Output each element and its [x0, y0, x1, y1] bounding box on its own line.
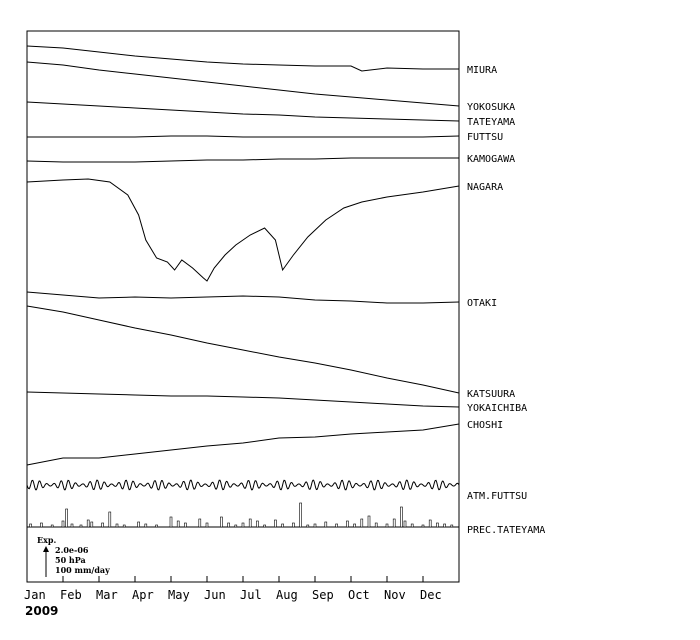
precip-bar — [79, 524, 83, 528]
trace-yokaichiba — [26, 391, 460, 408]
label-otaki: OTAKI — [467, 298, 497, 309]
label-miura: MIURA — [467, 65, 497, 76]
year-label: 2009 — [25, 604, 58, 618]
precip-bar — [241, 522, 245, 528]
precip-bar — [306, 524, 310, 528]
precip-bar — [198, 518, 202, 528]
precip-bar — [29, 523, 32, 528]
precip-bar — [400, 506, 403, 528]
precip-bar — [122, 524, 126, 528]
precip-bar — [101, 522, 104, 528]
trace-yokosuka — [26, 61, 460, 107]
label-choshi: CHOSHI — [467, 420, 503, 431]
label-prec-tateyama: PREC.TATEYAMA — [467, 525, 545, 536]
precip-bar — [108, 511, 112, 528]
precip-bar — [443, 523, 446, 528]
precip-bar — [256, 520, 259, 528]
trace-otaki — [26, 291, 460, 304]
precip-bar — [61, 520, 65, 528]
legend-title: Exp. — [37, 535, 56, 545]
month-label-dec: Dec — [420, 588, 442, 602]
precip-bar — [144, 523, 148, 528]
precip-bar — [184, 522, 187, 528]
precip-bar — [392, 518, 396, 528]
label-yokaichiba: YOKAICHIBA — [467, 403, 527, 414]
label-katsuura: KATSUURA — [467, 389, 515, 400]
trace-choshi — [26, 423, 460, 466]
precip-bar — [360, 518, 364, 528]
precip-bar — [263, 524, 266, 528]
legend-scale-pressure: 50 hPa — [55, 555, 86, 565]
precip-bar — [346, 520, 349, 528]
month-label-nov: Nov — [384, 588, 406, 602]
label-kamogawa: KAMOGAWA — [467, 154, 515, 165]
plot-frame — [26, 30, 460, 583]
legend-scale-strain: 2.0e-06 — [55, 545, 89, 555]
month-label-aug: Aug — [276, 588, 298, 602]
legend-arrow-head-icon — [43, 546, 49, 552]
scale-legend: Exp. 2.0e-06 50 hPa 100 mm/day — [37, 535, 110, 577]
trace-atm-futtsu — [26, 479, 460, 491]
station-labels-group: MIURA YOKOSUKA TATEYAMA FUTTSU KAMOGAWA NAGAR… — [467, 65, 545, 536]
trace-katsuura — [26, 305, 460, 394]
precip-bar — [205, 522, 209, 528]
precip-bar — [227, 522, 230, 528]
label-yokosuka: YOKOSUKA — [467, 102, 515, 113]
precip-bar — [169, 516, 173, 528]
precip-bar — [50, 524, 54, 528]
precip-bar — [281, 523, 284, 528]
precip-bar — [403, 520, 407, 528]
label-nagara: NAGARA — [467, 182, 503, 193]
precip-bar — [292, 522, 295, 528]
precip-bar — [248, 518, 252, 528]
precip-bar — [40, 522, 43, 528]
precip-bar — [313, 523, 317, 528]
precip-bar — [220, 516, 223, 528]
legend-scale-precip: 100 mm/day — [55, 565, 110, 575]
precip-bar — [450, 524, 454, 528]
month-label-jul: Jul — [240, 588, 262, 602]
trace-nagara — [26, 178, 460, 282]
precip-bar — [353, 523, 356, 528]
trace-miura — [26, 45, 459, 72]
precip-bar — [385, 523, 389, 528]
precip-bar — [65, 508, 68, 528]
month-label-feb: Feb — [60, 588, 82, 602]
precip-bar — [367, 515, 371, 528]
traces-group — [26, 45, 460, 528]
precip-bar — [274, 519, 277, 528]
trace-tateyama — [26, 101, 460, 122]
trace-futtsu — [27, 135, 460, 138]
precip-bar — [90, 521, 94, 528]
month-label-jun: Jun — [204, 588, 226, 602]
precip-bar — [324, 521, 328, 528]
precip-bar — [335, 523, 338, 528]
precip-bar — [176, 520, 180, 528]
month-axis: Jan Feb Mar Apr May Jun Jul Aug Sep Oct Nov Dec — [24, 576, 442, 602]
trace-kamogawa — [26, 157, 459, 163]
precip-bar — [70, 523, 74, 528]
precip-bar — [299, 502, 302, 528]
precip-bar — [410, 523, 414, 528]
month-label-may: May — [168, 588, 190, 602]
month-label-oct: Oct — [348, 588, 370, 602]
precip-bar — [436, 522, 439, 528]
precip-bar — [428, 519, 432, 528]
precip-bar — [234, 524, 238, 528]
label-tateyama: TATEYAMA — [467, 117, 515, 128]
precip-bar — [155, 524, 158, 528]
month-label-jan: Jan — [24, 588, 46, 602]
precip-bar — [86, 519, 90, 528]
precip-bar — [374, 522, 378, 528]
month-label-mar: Mar — [96, 588, 118, 602]
precip-bar — [137, 521, 140, 528]
label-atm-futtsu: ATM.FUTTSU — [467, 491, 527, 502]
precip-bar — [115, 523, 119, 528]
month-label-sep: Sep — [312, 588, 334, 602]
month-label-apr: Apr — [132, 588, 154, 602]
label-futtsu: FUTTSU — [467, 132, 503, 143]
precip-bar — [421, 524, 425, 528]
